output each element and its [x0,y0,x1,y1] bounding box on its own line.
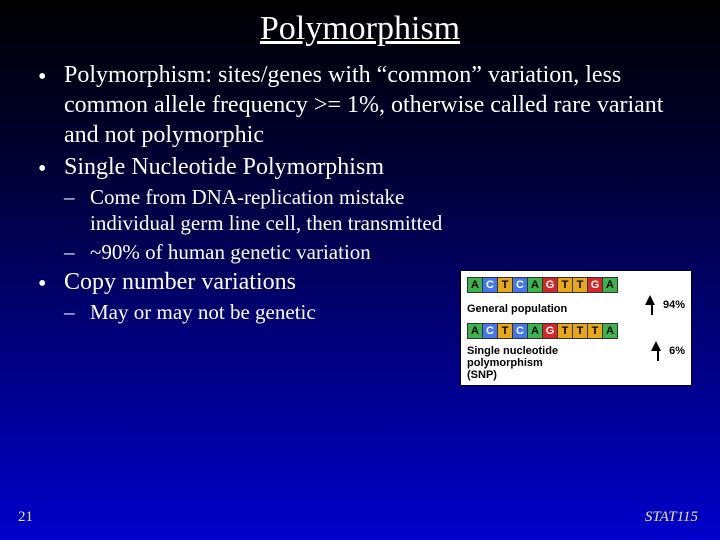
snp-diagram: ACTCAGTTGA General population 94% ACTCAG… [460,270,692,386]
base-T: T [587,323,603,339]
pct-top: 94% [663,299,685,311]
base-T: T [497,323,513,339]
base-A: A [467,277,483,293]
bullet-snp: Single Nucleotide Polymorphism [38,152,700,182]
base-G: G [587,277,603,293]
pct-bot: 6% [669,345,685,357]
arrow-icon [645,295,655,315]
page-number: 21 [18,509,33,526]
base-T: T [557,277,573,293]
base-C: C [482,323,498,339]
base-C: C [512,277,528,293]
label-snp-3: (SNP) [467,369,558,381]
bullet-polymorphism-def: Polymorphism: sites/genes with “common” … [38,60,700,150]
label-snp-1: Single nucleotide [467,345,558,357]
base-T: T [557,323,573,339]
base-A: A [602,323,618,339]
sequence-bottom: ACTCAGTTTA [467,323,617,339]
slide-title: Polymorphism [0,0,720,60]
base-C: C [482,277,498,293]
arrow-icon [651,341,661,361]
base-A: A [467,323,483,339]
label-general-1: General population [467,303,567,315]
course-code: STAT115 [645,509,698,526]
subbullet-ninety-pct: ~90% of human genetic variation [64,239,700,265]
base-A: A [527,277,543,293]
base-A: A [602,277,618,293]
base-T: T [572,323,588,339]
base-G: G [542,323,558,339]
base-C: C [512,323,528,339]
subbullet-dna-mistake: Come from DNA-replication mistake indivi… [64,184,700,237]
label-snp-2: polymorphism [467,357,558,369]
base-T: T [572,277,588,293]
base-A: A [527,323,543,339]
base-T: T [497,277,513,293]
base-G: G [542,277,558,293]
sequence-top: ACTCAGTTGA [467,277,617,293]
